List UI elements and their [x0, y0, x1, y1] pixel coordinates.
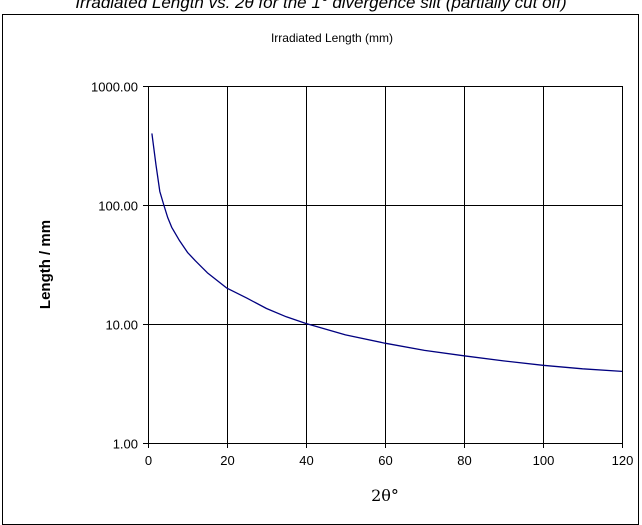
tick-layer: 0 20 40 60 80 100 120 1.00 10.00 100.00 1000.00 [91, 80, 633, 469]
y-tick-label: 100.00 [98, 199, 138, 214]
x-axis-label: 2θ° [371, 486, 399, 505]
x-tick-label: 20 [220, 453, 234, 468]
grid-layer [148, 86, 622, 443]
x-tick-label: 0 [145, 453, 152, 468]
x-tick-label: 60 [378, 453, 392, 468]
series-line [151, 133, 623, 373]
x-tick-label: 80 [457, 453, 471, 468]
x-tick-label: 100 [533, 453, 555, 468]
page-header: Irradiated Length vs. 2θ for the 1° dive… [75, 0, 566, 12]
chart-title: Irradiated Length (mm) [271, 31, 393, 45]
y-tick-label: 1.00 [113, 437, 138, 452]
y-axis-label: Length / mm [37, 220, 54, 309]
y-tick-label: 10.00 [105, 318, 138, 333]
x-tick-label: 120 [612, 453, 634, 468]
series-layer [151, 133, 623, 373]
y-tick-label: 1000.00 [91, 80, 138, 95]
x-tick-label: 40 [299, 453, 313, 468]
